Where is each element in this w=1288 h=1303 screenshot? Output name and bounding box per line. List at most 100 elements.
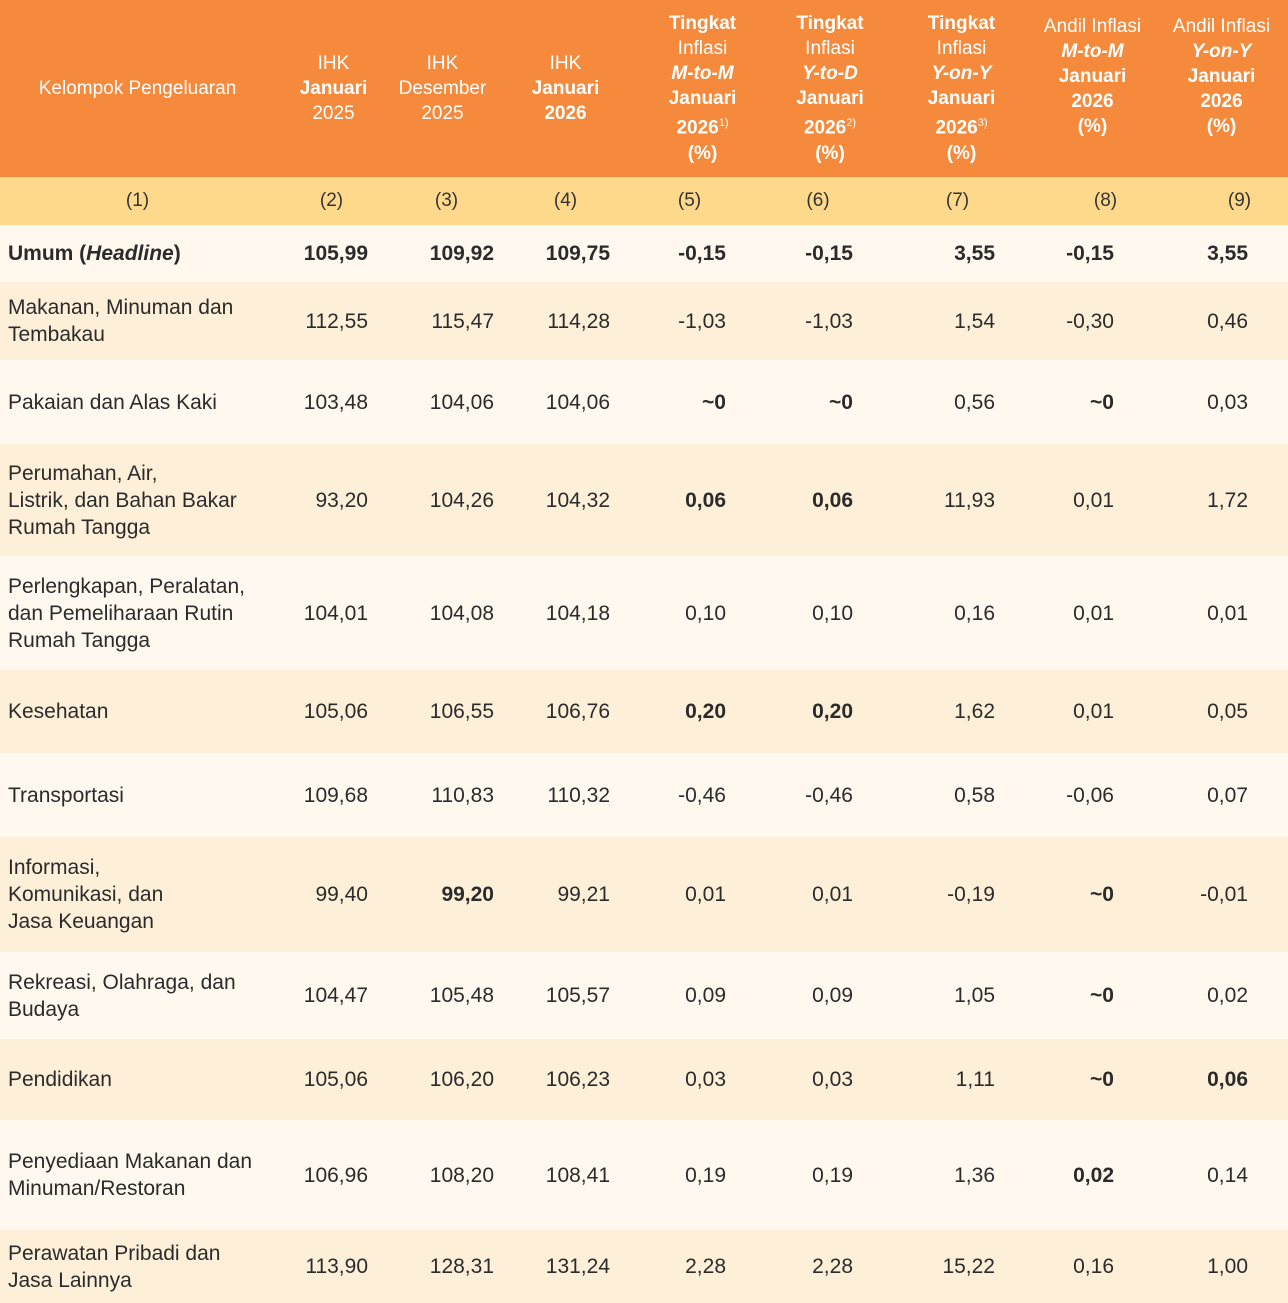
column-number: (2) <box>275 177 380 225</box>
value-cell: -0,01 <box>1200 883 1248 906</box>
table-row: Perumahan, Air, Listrik, dan Bahan Bakar R… <box>0 444 1288 556</box>
row-label: Perawatan Pribadi dan Jasa Lainnya <box>0 1230 275 1303</box>
header-text: 2025 <box>312 103 355 124</box>
value-cell: ~0 <box>1090 984 1114 1007</box>
value-cell: 0,09 <box>812 984 853 1007</box>
label-text: Rumah Tangga <box>8 628 151 652</box>
value-cell: 110,83 <box>431 783 494 807</box>
label-text: Listrik, dan Bahan Bakar <box>8 488 237 512</box>
label-text: Transportasi <box>8 783 124 807</box>
value-cell: 104,01 <box>303 601 368 625</box>
header-row: Kelompok Pengeluaran IHK Januari 2025 IHK D… <box>0 0 1288 177</box>
value-cell: -0,46 <box>805 783 853 807</box>
table-row: Pendidikan 105,06 106,20 106,23 0,03 0,03 1,11… <box>0 1039 1288 1120</box>
value-cell: 0,07 <box>1207 783 1248 807</box>
column-number: (9) <box>1155 177 1288 225</box>
row-label: Pendidikan <box>0 1039 275 1120</box>
label-text: Headline <box>86 242 174 265</box>
value-cell: 108,41 <box>545 1163 610 1187</box>
value-cell: 0,20 <box>685 700 726 723</box>
value-cell: 104,47 <box>303 984 368 1007</box>
value-cell: 1,62 <box>954 700 995 723</box>
table-row: Umum (Headline) 105,99 109,92 109,75 -0,15 -0… <box>0 225 1288 282</box>
row-label: Umum (Headline) <box>0 225 275 282</box>
label-text: Kesehatan <box>8 700 109 723</box>
header-text: (%) <box>1077 115 1108 137</box>
value-cell: 0,01 <box>1073 488 1114 512</box>
label-text: Perawatan Pribadi dan <box>8 1241 221 1265</box>
value-cell: 0,19 <box>812 1163 853 1187</box>
value-cell: 0,01 <box>812 883 853 906</box>
row-label: Perlengkapan, Peralatan, dan Pemeliharaan… <box>0 556 275 670</box>
value-cell: 0,01 <box>1073 700 1114 723</box>
value-cell: 15,22 <box>942 1255 995 1278</box>
header-text: Tingkat <box>668 13 737 35</box>
header-cell: IHK Januari 2026 <box>505 0 620 177</box>
label-text: Pakaian dan Alas Kaki <box>8 390 217 414</box>
table-row: Penyediaan Makanan dan Minuman/Restoran 10… <box>0 1120 1288 1230</box>
value-cell: -0,15 <box>1066 242 1114 265</box>
header-text: M-to-M <box>1061 40 1124 62</box>
value-cell: 114,28 <box>547 309 610 333</box>
value-cell: 0,10 <box>685 601 726 625</box>
value-cell: 105,06 <box>303 1068 368 1091</box>
table-row: Makanan, Minuman dan Tembakau 112,55 115,47… <box>0 282 1288 360</box>
header-text: 2026 <box>544 103 587 124</box>
value-cell: 0,06 <box>685 488 726 512</box>
header-text: 2025 <box>421 103 464 124</box>
label-text: Budaya <box>8 997 80 1021</box>
header-text: Y-on-Y <box>931 63 992 85</box>
label-text: Jasa Lainnya <box>8 1268 132 1292</box>
table-row: Rekreasi, Olahraga, dan Budaya 104,47 105,4… <box>0 952 1288 1039</box>
value-cell: 110,32 <box>547 783 610 807</box>
table-row: Informasi, Komunikasi, dan Jasa Keuangan 99… <box>0 837 1288 952</box>
header-text: Y-on-Y <box>1191 40 1252 62</box>
header-text: Januari <box>927 88 996 110</box>
label-text: Tembakau <box>8 323 105 346</box>
value-cell: 1,00 <box>1207 1255 1248 1278</box>
header-cell: Andil Inflasi M-to-M Januari 2026 (%) <box>1020 0 1155 177</box>
header-cell: IHK Desember 2025 <box>380 0 505 177</box>
value-cell: 112,55 <box>305 309 368 333</box>
table-row: Transportasi 109,68 110,83 110,32 -0,46 -0,46… <box>0 753 1288 837</box>
header-text: 2026 <box>935 117 978 139</box>
header-text: Januari <box>299 78 368 99</box>
value-cell: 106,76 <box>545 700 610 723</box>
value-cell: -0,46 <box>678 783 726 807</box>
header-text: (%) <box>946 142 977 164</box>
value-cell: 99,21 <box>557 883 610 906</box>
value-cell: 0,01 <box>1207 601 1248 625</box>
value-cell: 11,93 <box>944 488 995 512</box>
column-number: (5) <box>620 177 745 225</box>
value-cell: 2,28 <box>812 1255 853 1278</box>
label-text: Pendidikan <box>8 1068 112 1091</box>
value-cell: 131,24 <box>545 1255 610 1278</box>
value-cell: 103,48 <box>303 390 368 414</box>
row-label: Penyediaan Makanan dan Minuman/Restoran <box>0 1120 275 1230</box>
value-cell: 128,31 <box>429 1255 494 1278</box>
value-cell: 0,02 <box>1207 984 1248 1007</box>
label-text: Penyediaan Makanan dan <box>8 1150 253 1173</box>
row-label: Kesehatan <box>0 670 275 753</box>
header-text: Januari <box>531 78 600 99</box>
value-cell: 109,75 <box>545 242 610 265</box>
table-row: Perlengkapan, Peralatan, dan Pemeliharaan… <box>0 556 1288 670</box>
header-text: (%) <box>815 142 845 164</box>
value-cell: 104,08 <box>429 601 494 625</box>
value-cell: 0,14 <box>1207 1163 1248 1187</box>
value-cell: 104,26 <box>429 488 494 512</box>
value-cell: 106,23 <box>545 1068 610 1091</box>
value-cell: 106,55 <box>429 700 494 723</box>
column-number-row: (1) (2) (3) (4) (5) (6) (7) (8) (9) <box>0 177 1288 225</box>
header-text: 2026 <box>803 117 847 139</box>
value-cell: 0,16 <box>954 601 995 625</box>
value-cell: ~0 <box>829 390 853 414</box>
table-row: Pakaian dan Alas Kaki 103,48 104,06 104,06 ~… <box>0 360 1288 444</box>
value-cell: 104,32 <box>545 488 610 512</box>
value-cell: 0,20 <box>812 700 853 723</box>
label-text: Komunikasi, dan <box>8 883 164 906</box>
label-text: Rumah Tangga <box>8 515 151 539</box>
value-cell: ~0 <box>1090 390 1114 414</box>
header-text: M-to-M <box>671 63 734 85</box>
